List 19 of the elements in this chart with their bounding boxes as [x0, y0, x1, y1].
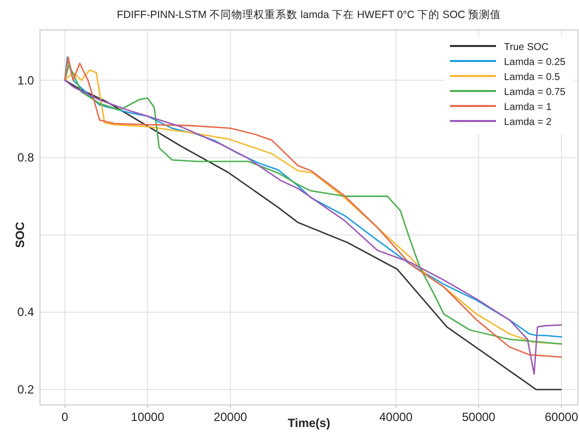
x-axis-title: Time(s) [288, 416, 330, 430]
x-tick-label: 50000 [462, 410, 496, 424]
x-tick-label: 40000 [379, 410, 413, 424]
y-tick-label: 0.8 [17, 150, 34, 165]
y-tick-label: 0.4 [17, 305, 34, 320]
y-axis-title: SOC [13, 222, 27, 248]
x-tick-label: 0 [61, 410, 68, 424]
legend-label: Lamda = 0.75 [504, 87, 566, 98]
legend-label: True SOC [504, 42, 549, 53]
legend-label: Lamda = 0.25 [504, 57, 566, 68]
y-tick-label: 1.0 [17, 73, 34, 88]
x-tick-label: 10000 [130, 410, 165, 424]
legend-label: Lamda = 1 [504, 102, 552, 113]
legend-label: Lamda = 0.5 [504, 72, 560, 83]
y-tick-label: 0.2 [17, 382, 34, 397]
legend-label: Lamda = 2 [504, 117, 552, 128]
x-tick-label: 20000 [214, 410, 248, 424]
x-tick-label: 60000 [544, 410, 578, 424]
chart-title: FDIFF-PINN-LSTM 不同物理权重系数 lamda 下在 HWEFT 0°C 下的 SOC 预测值 [116, 8, 502, 21]
